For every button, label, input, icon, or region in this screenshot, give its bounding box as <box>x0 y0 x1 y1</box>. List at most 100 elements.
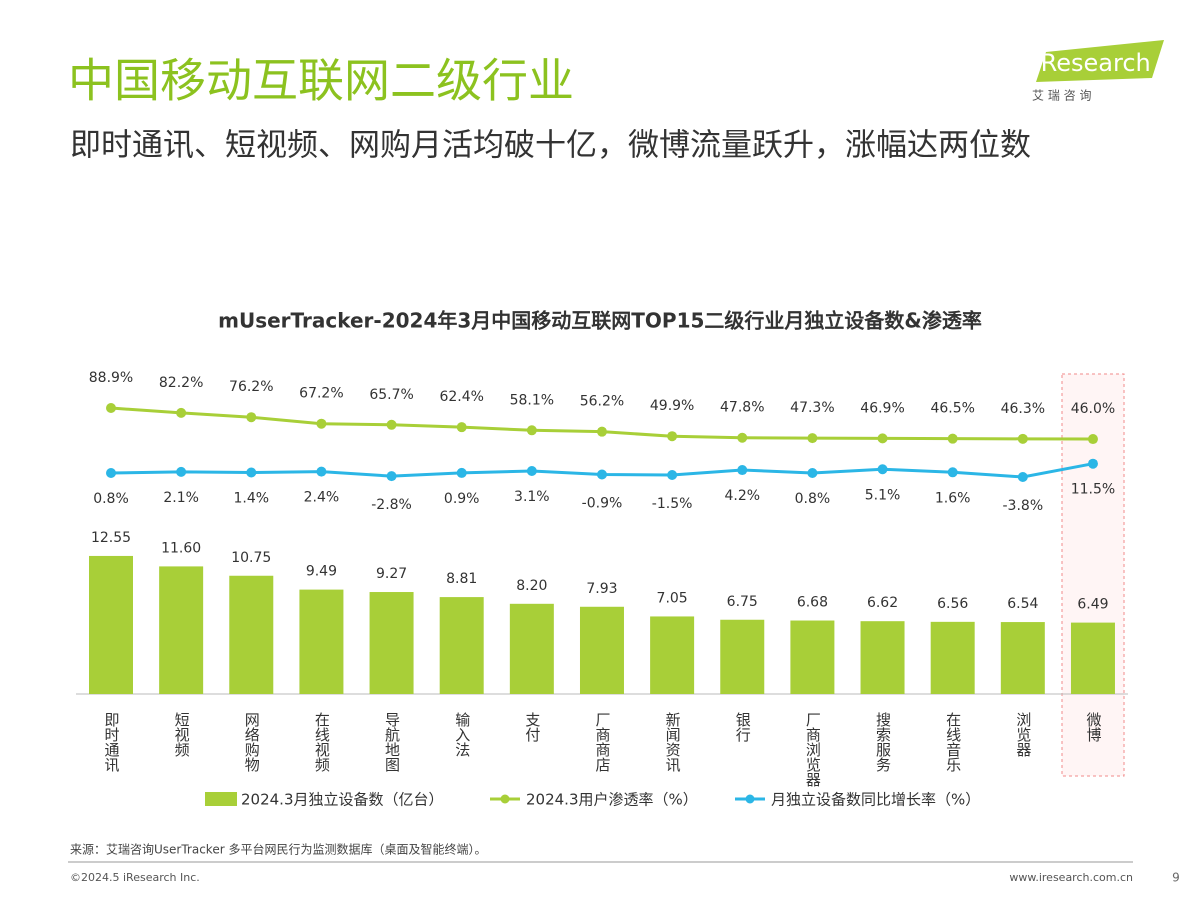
x-tick-label: 在线视频 <box>313 712 331 772</box>
point <box>667 470 678 481</box>
bar <box>509 603 554 694</box>
bar <box>229 575 274 694</box>
copyright: ©2024.5 iResearch Inc. <box>70 871 200 884</box>
data-label: 6.62 <box>867 595 898 611</box>
data-label: 4.2% <box>724 488 760 504</box>
data-label: 2.4% <box>304 490 340 506</box>
data-label: 12.55 <box>91 530 131 546</box>
legend-label: 月独立设备数同比增长率（%） <box>771 791 980 809</box>
data-label: 5.1% <box>865 487 901 503</box>
x-tick-label: 支付 <box>523 712 541 743</box>
x-tick-label: 导航地图 <box>383 712 401 772</box>
data-label: 47.8% <box>720 400 764 416</box>
point <box>106 403 116 414</box>
data-label: 47.3% <box>790 400 834 416</box>
data-label: 6.56 <box>937 596 968 612</box>
point <box>386 471 397 482</box>
point <box>386 419 397 430</box>
point <box>737 432 748 443</box>
data-label: 46.9% <box>860 400 904 416</box>
slide-title: 中国移动互联网二级行业 <box>68 54 574 108</box>
point <box>877 433 888 444</box>
point <box>947 433 958 444</box>
data-label: -1.5% <box>652 496 693 512</box>
data-label: 8.20 <box>516 578 547 594</box>
data-label: 6.75 <box>727 594 758 610</box>
data-label: 6.54 <box>1007 596 1038 612</box>
data-label: 88.9% <box>89 370 133 386</box>
legend-swatch <box>205 792 237 806</box>
data-label: 62.4% <box>439 389 483 405</box>
point <box>1017 472 1028 483</box>
legend-swatch <box>745 794 755 804</box>
data-label: 58.1% <box>510 392 554 408</box>
x-tick-label: 短视频 <box>173 712 191 757</box>
x-tick-label: 即时通讯 <box>103 712 121 773</box>
point <box>807 433 818 444</box>
data-label: 7.05 <box>657 590 688 606</box>
data-label: 76.2% <box>229 379 273 395</box>
data-label: -2.8% <box>371 497 412 513</box>
point <box>807 468 818 479</box>
bar <box>720 619 765 694</box>
x-tick-label: 网络购物 <box>243 712 261 773</box>
bar <box>790 620 835 694</box>
x-tick-label: 在线音乐 <box>944 712 962 772</box>
x-tick-label: 浏览器 <box>1014 712 1032 757</box>
data-label: 0.9% <box>444 491 480 507</box>
slide-subtitle: 即时通讯、短视频、网购月活均破十亿，微博流量跃升，涨幅达两位数 <box>70 128 1031 164</box>
point <box>1087 434 1098 445</box>
point <box>1017 433 1028 444</box>
x-tick-label: 厂商浏览器 <box>804 712 822 787</box>
point <box>667 431 678 442</box>
data-label: 65.7% <box>369 387 413 403</box>
point <box>456 467 467 478</box>
point <box>1087 458 1098 469</box>
data-label: -3.8% <box>1003 498 1044 514</box>
x-tick-label: 输入法 <box>453 712 471 757</box>
source: 来源：艾瑞咨询UserTracker 多平台网民行为监测数据库（桌面及智能终端）… <box>70 842 486 857</box>
bar <box>369 592 414 694</box>
x-tick-label: 新闻资讯 <box>664 712 682 773</box>
point <box>176 407 187 418</box>
data-label: 46.0% <box>1071 401 1115 417</box>
legend-swatch <box>500 794 510 804</box>
bar <box>579 606 624 694</box>
x-tick-label: 银行 <box>734 712 752 743</box>
point <box>176 466 187 477</box>
point <box>737 465 748 476</box>
point <box>877 464 888 475</box>
legend-label: 2024.3用户渗透率（%） <box>526 791 698 809</box>
data-label: 67.2% <box>299 386 343 402</box>
data-label: 6.49 <box>1077 597 1108 613</box>
bar <box>860 621 905 694</box>
page-number: 9 <box>1172 871 1180 885</box>
data-label: 7.93 <box>586 581 617 597</box>
point <box>526 466 537 477</box>
data-label: 6.68 <box>797 595 828 611</box>
point <box>246 467 257 478</box>
data-label: 46.5% <box>930 401 974 417</box>
data-label: -0.9% <box>582 495 623 511</box>
point <box>316 466 327 477</box>
x-tick-label: 微博 <box>1084 712 1102 742</box>
data-label: 1.6% <box>935 490 971 506</box>
point <box>316 418 327 429</box>
bar <box>159 566 204 694</box>
data-label: 49.9% <box>650 398 694 414</box>
data-label: 0.8% <box>93 491 129 507</box>
data-label: 9.27 <box>376 566 407 582</box>
data-label: 46.3% <box>1001 401 1045 417</box>
bar <box>89 555 133 694</box>
bar <box>299 589 344 694</box>
data-label: 0.8% <box>795 491 831 507</box>
data-label: 9.49 <box>306 564 337 580</box>
data-label: 56.2% <box>580 394 624 410</box>
chart-title: mUserTracker-2024年3月中国移动互联网TOP15二级行业月独立设… <box>218 309 982 333</box>
x-tick-label: 搜索服务 <box>874 712 892 773</box>
url: www.iresearch.com.cn <box>1009 871 1133 884</box>
data-label: 1.4% <box>233 490 269 506</box>
point <box>106 468 116 479</box>
data-label: 82.2% <box>159 375 203 391</box>
